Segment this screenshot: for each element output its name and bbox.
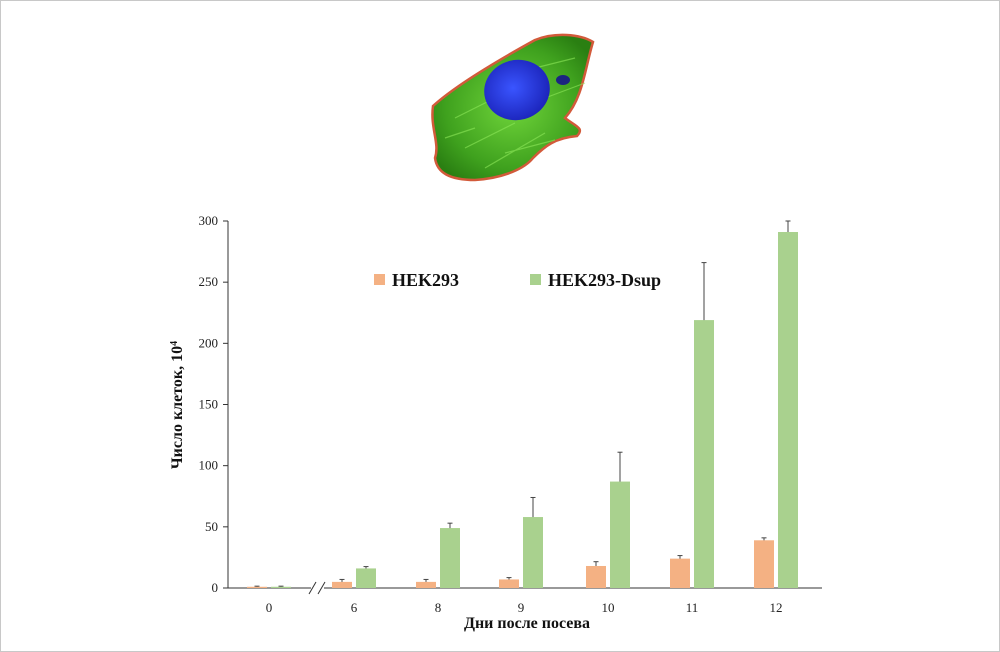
y-tick-label: 200: [199, 335, 219, 350]
cell-micrograph: [431, 33, 595, 182]
y-ticks: 0 50 100 150 200 250 300: [199, 213, 228, 595]
legend-swatch: [374, 274, 385, 285]
cell-texture: [444, 57, 586, 169]
bar-hek293-dsup: [271, 586, 291, 588]
bar-hek293: [416, 581, 436, 588]
bar-hek293: [586, 565, 606, 588]
cell-nucleus: [484, 59, 550, 121]
y-tick-label: 300: [199, 213, 219, 228]
bar-hek293: [754, 540, 774, 588]
y-tick-label: 250: [199, 274, 219, 289]
bar-hek293-dsup: [356, 568, 376, 588]
axis-break-mark: [308, 581, 317, 595]
legend-label: HEK293-Dsup: [548, 270, 661, 290]
x-axis-title: Дни после посева: [464, 615, 590, 632]
bars: [247, 232, 798, 588]
x-ticks: 0 6 8 9 10 11 12: [266, 600, 783, 615]
bar-hek293-dsup: [523, 517, 543, 588]
x-tick-label: 10: [602, 600, 615, 615]
legend-label: HEK293: [392, 270, 459, 290]
legend-swatch: [530, 274, 541, 285]
x-tick-label: 0: [266, 600, 273, 615]
y-tick-label: 50: [205, 519, 218, 534]
x-tick-label: 11: [686, 600, 699, 615]
legend: HEK293 HEK293-Dsup: [374, 270, 661, 290]
y-axis-title: Число клеток, 104: [169, 341, 187, 469]
bar-hek293: [670, 558, 690, 588]
cell-nucleolus: [556, 75, 570, 85]
x-tick-label: 6: [351, 600, 358, 615]
x-tick-label: 8: [435, 600, 442, 615]
axis-break-mark: [317, 581, 326, 595]
x-tick-label: 12: [770, 600, 783, 615]
bar-hek293-dsup: [694, 320, 714, 588]
bar-hek293-dsup: [440, 528, 460, 588]
y-tick-label: 0: [212, 580, 219, 595]
x-tick-label: 9: [518, 600, 525, 615]
bar-hek293-dsup: [610, 481, 630, 588]
y-tick-label: 100: [199, 458, 219, 473]
bar-hek293: [332, 581, 352, 588]
bar-hek293: [499, 579, 519, 588]
bar-hek293-dsup: [778, 232, 798, 588]
bar-hek293: [247, 586, 267, 588]
y-tick-label: 150: [199, 397, 219, 412]
